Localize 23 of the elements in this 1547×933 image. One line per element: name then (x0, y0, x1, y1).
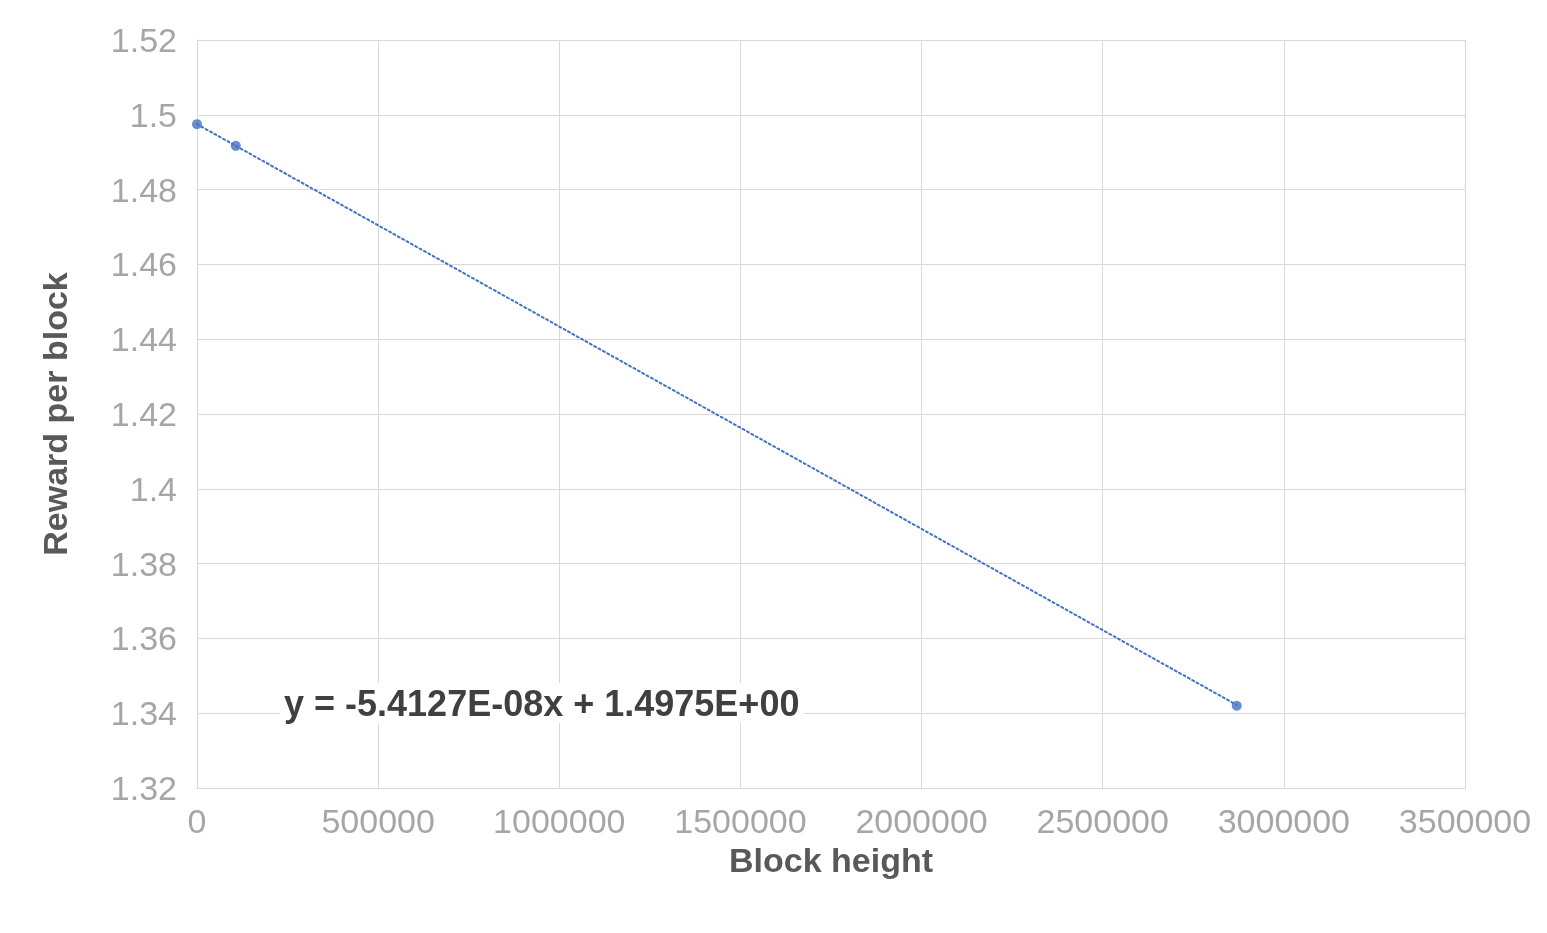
x-tick-label: 0 (187, 802, 207, 840)
x-tick-label: 500000 (321, 802, 435, 840)
y-tick-label: 1.5 (129, 95, 177, 134)
point (1231, 700, 1242, 711)
y-tick-label: 1.36 (110, 619, 177, 658)
x-tick-label: 2500000 (1036, 802, 1169, 840)
y-tick-label: 1.34 (110, 694, 177, 733)
y-axis-title: Reward per block (36, 272, 74, 556)
x-tick-label: 2000000 (855, 802, 988, 840)
x-tick-label: 1500000 (674, 802, 807, 840)
y-tick-label: 1.32 (110, 769, 177, 807)
y-tick-label: 1.42 (110, 395, 177, 433)
y-tick-label: 1.46 (110, 245, 177, 284)
x-axis-title: Block height (728, 841, 934, 879)
x-tick-label: 1000000 (493, 802, 626, 840)
y-tick-label: 1.52 (110, 21, 177, 59)
y-tick-label: 1.44 (110, 320, 177, 359)
annotation: y = -5.4127E-08x + 1.4975E+00 (284, 682, 800, 724)
x-tick-label: 3500000 (1398, 802, 1532, 840)
y-tick-label: 1.48 (110, 170, 177, 209)
y-tick-label: 1.4 (129, 469, 177, 508)
y-tick-label: 1.38 (110, 544, 177, 583)
x-tick-label: 3000000 (1217, 802, 1351, 840)
